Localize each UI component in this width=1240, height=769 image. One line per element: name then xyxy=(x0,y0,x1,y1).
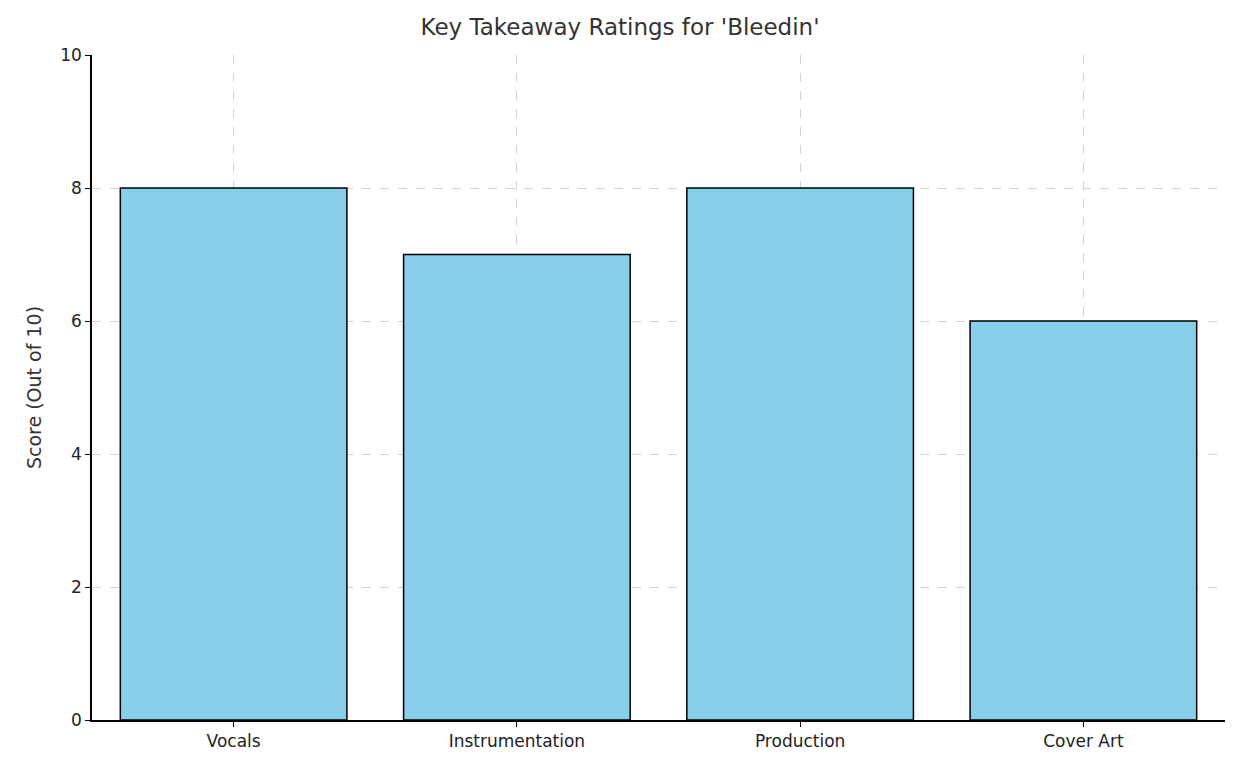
svg-text:0: 0 xyxy=(71,710,82,730)
svg-text:8: 8 xyxy=(71,178,82,198)
svg-text:Cover Art: Cover Art xyxy=(1043,731,1124,751)
svg-text:Key Takeaway Ratings for 'Blee: Key Takeaway Ratings for 'Bleedin' xyxy=(421,14,820,40)
svg-text:6: 6 xyxy=(71,311,82,331)
svg-text:10: 10 xyxy=(60,45,82,65)
svg-text:2: 2 xyxy=(71,577,82,597)
svg-text:Instrumentation: Instrumentation xyxy=(449,731,586,751)
svg-text:4: 4 xyxy=(71,444,82,464)
svg-text:Vocals: Vocals xyxy=(207,731,261,751)
svg-text:Production: Production xyxy=(755,731,845,751)
svg-text:Score (Out of 10): Score (Out of 10) xyxy=(23,306,45,469)
